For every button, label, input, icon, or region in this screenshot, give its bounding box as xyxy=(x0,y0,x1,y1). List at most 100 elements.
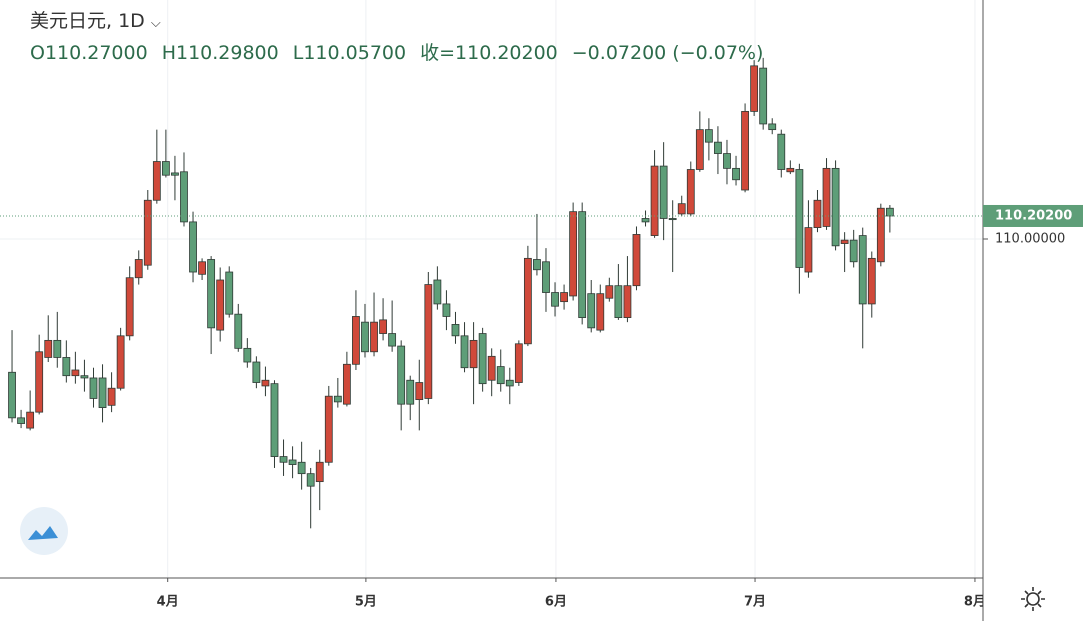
candle-body xyxy=(415,382,424,401)
candle-body xyxy=(451,324,460,337)
candle-body xyxy=(704,129,713,143)
ohlc-legend: O110.27000 H110.29800 L110.05700 收=110.2020… xyxy=(30,38,777,65)
candle-body xyxy=(225,271,234,315)
candle-body xyxy=(370,321,378,353)
open-label: O110.27000 xyxy=(30,42,148,64)
candle-body xyxy=(433,279,442,305)
candle-body xyxy=(469,339,478,369)
candle-body xyxy=(768,123,777,131)
candle-body xyxy=(732,167,740,181)
candle-body xyxy=(533,259,541,271)
candle-body xyxy=(686,169,695,215)
candle-body xyxy=(8,371,16,419)
candle-body xyxy=(867,257,876,305)
candle-body xyxy=(333,395,342,403)
candle-body xyxy=(270,383,279,457)
x-tick-label: 5月 xyxy=(355,595,377,610)
candle-body xyxy=(116,335,125,389)
candle-body xyxy=(171,172,179,176)
candle-body xyxy=(53,339,62,358)
low-label: L110.05700 xyxy=(292,42,407,64)
close-label: 收=110.20200 xyxy=(420,42,558,64)
candle-body xyxy=(804,227,813,273)
candle-body xyxy=(514,343,523,383)
candle-body xyxy=(297,461,306,475)
candle-body xyxy=(361,321,369,353)
candle-body xyxy=(315,461,324,483)
candle-body xyxy=(777,133,786,170)
candle-body xyxy=(35,351,44,413)
candle-body xyxy=(279,456,288,463)
candle-body xyxy=(288,459,297,465)
x-tick-label: 8月 xyxy=(964,595,986,610)
candle-body xyxy=(17,417,25,424)
candle-body xyxy=(379,319,387,334)
candle-body xyxy=(578,211,587,318)
candle-body xyxy=(876,207,885,263)
candle-body xyxy=(569,211,578,297)
candle-body xyxy=(261,379,270,387)
candle-body xyxy=(80,375,89,379)
candle-body xyxy=(478,333,487,385)
candle-body xyxy=(342,363,351,405)
candle-body xyxy=(650,165,659,236)
candle-body xyxy=(840,239,849,244)
candle-body xyxy=(125,277,134,337)
candle-body xyxy=(677,203,686,215)
candle-body xyxy=(460,335,469,369)
candle-body xyxy=(542,261,550,293)
candle-body xyxy=(424,284,433,399)
candle-body xyxy=(98,377,107,408)
grid xyxy=(0,0,983,578)
candle-body xyxy=(62,357,71,377)
candle-body xyxy=(831,167,840,247)
candles xyxy=(8,57,894,529)
candle-body xyxy=(26,411,35,429)
candle-body xyxy=(786,167,795,173)
candle-body xyxy=(560,292,568,303)
x-tick-label: 7月 xyxy=(744,595,766,610)
candle-body xyxy=(252,361,261,383)
candle-body xyxy=(134,259,143,279)
x-tick-label: 4月 xyxy=(157,595,179,610)
candle-body xyxy=(605,285,614,299)
candle-body xyxy=(641,218,650,223)
high-label: H110.29800 xyxy=(161,42,279,64)
candle-body xyxy=(180,171,188,223)
candle-body xyxy=(587,293,596,329)
candle-body xyxy=(849,239,858,263)
time-axis: 4月 5月 6月 7月 8月 xyxy=(157,578,986,610)
candle-body xyxy=(352,316,360,365)
candle-body xyxy=(496,366,505,385)
candle-body xyxy=(161,161,170,176)
candle-body xyxy=(234,313,243,349)
candle-body xyxy=(822,167,831,227)
candle-body xyxy=(198,261,206,275)
candle-body xyxy=(858,235,867,305)
candle-body xyxy=(750,65,759,112)
candle-body xyxy=(551,292,559,307)
candle-body xyxy=(189,221,197,273)
symbol-title[interactable]: 美元日元, 1D ⌵ xyxy=(30,10,161,32)
candle-body xyxy=(243,347,252,363)
candle-body xyxy=(795,169,804,268)
candle-body xyxy=(695,129,704,170)
candle-body xyxy=(885,207,894,217)
candle-body xyxy=(306,473,315,487)
symbol: 美元日元, 1D xyxy=(30,10,145,32)
candle-body xyxy=(406,379,415,405)
candle-body xyxy=(741,111,749,191)
candle-body xyxy=(152,161,161,201)
candle-body xyxy=(759,67,768,125)
last-price-label: 110.20200 xyxy=(995,208,1072,223)
candle-body xyxy=(659,165,668,219)
candle-body xyxy=(623,285,632,318)
settings-icon[interactable] xyxy=(1021,587,1045,611)
candle-body xyxy=(44,339,53,358)
candle-body xyxy=(723,153,731,169)
candle-body xyxy=(714,141,722,154)
candle-body xyxy=(442,303,451,317)
candle-body xyxy=(596,293,605,331)
candle-body xyxy=(523,257,532,345)
